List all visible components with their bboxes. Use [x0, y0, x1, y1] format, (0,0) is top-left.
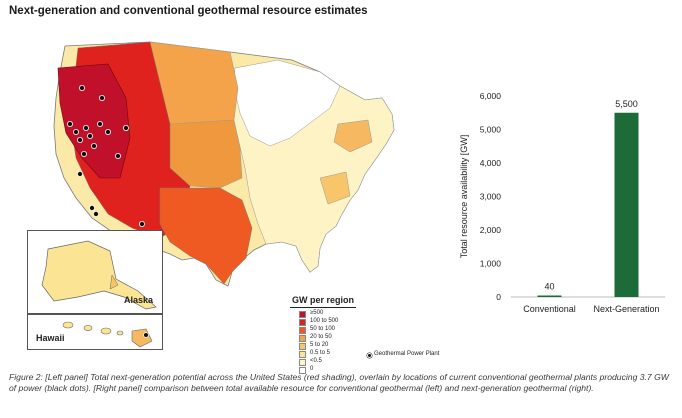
legend-title-underline: [290, 307, 356, 308]
power-plant-dots: [67, 85, 146, 227]
legend-swatch: [299, 335, 306, 342]
legend-label: 0: [310, 366, 314, 372]
bar: [614, 112, 639, 297]
plant-dot: [77, 137, 84, 144]
plant-dot: [77, 170, 84, 177]
plant-dot: [123, 125, 130, 132]
y-tick-label: 0: [496, 292, 501, 302]
y-tick-label: 3,000: [480, 192, 502, 202]
legend-label: ≥500: [310, 310, 324, 316]
appalachian-region: [333, 119, 373, 153]
legend-title: GW per region: [292, 295, 355, 305]
southeast-region: [319, 171, 351, 205]
legend-label: 0.5 to 5: [310, 350, 331, 356]
x-category-label: Next-Generation: [593, 304, 659, 314]
alaska-shape: [41, 240, 157, 310]
y-tick-label: 1,000: [480, 259, 502, 269]
bar-chart-svg: Total resource availability [GW] 0 1,000 2,…: [459, 91, 665, 314]
plant-dot: [87, 133, 94, 140]
alaska-label: Alaska: [124, 295, 154, 305]
plant-dot: [93, 210, 100, 217]
y-tick-label: 2,000: [480, 225, 502, 235]
plant-legend-label: Geothermal Power Plant: [374, 351, 440, 357]
plant-dot: [115, 153, 122, 160]
plant-legend-dot: [367, 353, 372, 358]
y-tick-label: 5,000: [480, 125, 502, 135]
x-category-label: Conventional: [523, 304, 576, 314]
legend-swatch: [299, 319, 306, 326]
bar-value-label: 40: [544, 282, 554, 292]
resource-bar-chart: Total resource availability [GW] 0 1,000 2,…: [455, 86, 675, 326]
plant-dot: [89, 204, 96, 211]
plant-dot: [91, 143, 98, 150]
us-geothermal-map: Alaska Hawaii GW per region ≥500 100 to …: [20, 28, 440, 374]
bar-value-label: 5,500: [615, 99, 638, 109]
legend-label: 5 to 20: [310, 342, 329, 348]
y-tick-label: 6,000: [480, 91, 502, 101]
plant-dot: [97, 121, 104, 128]
great-basin-region: [57, 63, 131, 179]
legend-swatch: [299, 351, 306, 358]
figure-title: Next-generation and conventional geother…: [9, 5, 368, 17]
plant-dot: [79, 85, 86, 92]
plant-dot: [99, 95, 106, 102]
plant-dot: [67, 121, 74, 128]
legend-label: <0.5: [310, 358, 322, 364]
us-map-graphic: [53, 41, 395, 287]
legend-swatch: [299, 343, 306, 350]
bar: [537, 295, 562, 297]
plant-dot: [105, 129, 112, 136]
hawaii-inset: Hawaii: [27, 314, 163, 350]
plant-dot: [83, 125, 90, 132]
hawaii-shape: [62, 321, 153, 348]
legend-swatch: [299, 359, 306, 366]
legend-swatch: [299, 311, 306, 318]
figure-caption: Figure 2: [Left panel] Total next-genera…: [9, 372, 669, 394]
alaska-inset: Alaska: [27, 230, 163, 314]
legend-swatch: [299, 367, 306, 374]
hawaii-label: Hawaii: [36, 333, 65, 343]
north-central-region: [233, 59, 341, 147]
legend-label: 20 to 50: [310, 334, 332, 340]
legend-label: 50 to 100: [310, 326, 336, 332]
y-axis-title: Total resource availability [GW]: [459, 135, 469, 259]
plant-dot: [73, 129, 80, 136]
legend-label: 100 to 500: [310, 318, 339, 324]
south-central-region: [159, 187, 253, 285]
y-tick-label: 4,000: [480, 158, 502, 168]
plant-dot: [81, 151, 88, 158]
legend-swatch: [299, 327, 306, 334]
plant-dot: [139, 220, 146, 227]
